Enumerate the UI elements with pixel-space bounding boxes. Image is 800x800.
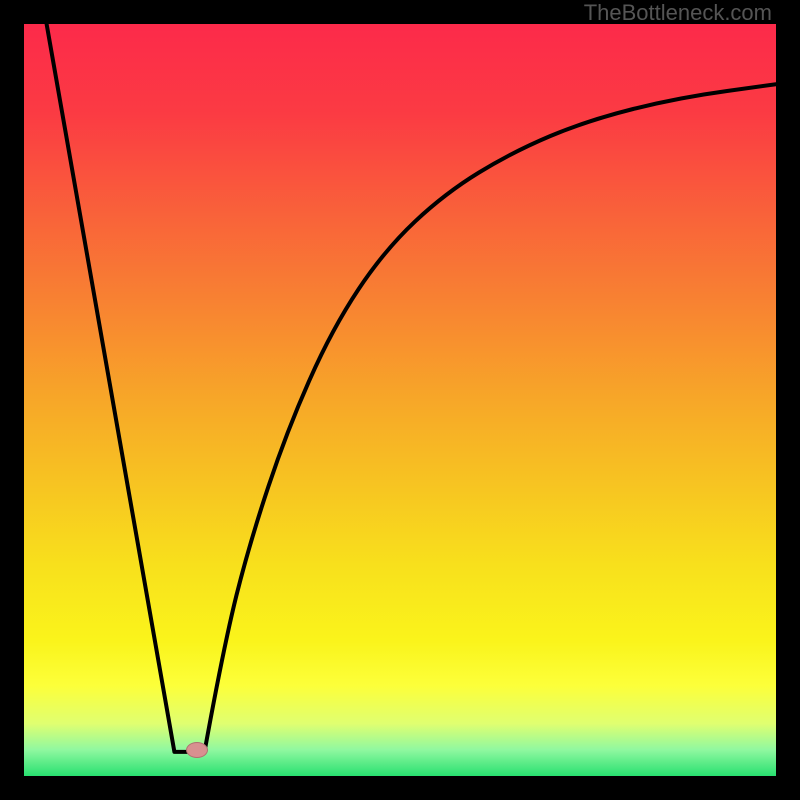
attribution-text: TheBottleneck.com [584,0,772,26]
frame-border-left [0,0,24,800]
frame-border-right [776,0,800,800]
chart-frame: TheBottleneck.com [0,0,800,800]
bottleneck-curve [24,24,776,776]
plot-area [24,24,776,776]
bottleneck-marker [186,742,208,758]
frame-border-bottom [0,776,800,800]
